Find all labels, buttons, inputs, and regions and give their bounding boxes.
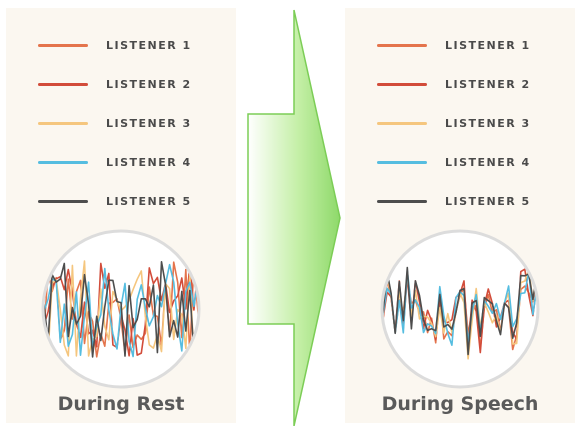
- legend-item-listener-2: LISTENER 2: [377, 65, 531, 104]
- legend-label: LISTENER 2: [106, 78, 192, 91]
- speech-caption: During Speech: [381, 393, 539, 415]
- listener-trace: [43, 261, 199, 358]
- legend-label: LISTENER 5: [445, 195, 531, 208]
- legend-swatch: [38, 200, 88, 203]
- legend-item-listener-4: LISTENER 4: [38, 143, 192, 182]
- speech-legend: LISTENER 1 LISTENER 2 LISTENER 3 LISTENE…: [377, 26, 531, 221]
- legend-swatch: [38, 122, 88, 125]
- rest-signal-circle: [41, 229, 201, 389]
- legend-label: LISTENER 3: [106, 117, 192, 130]
- legend-label: LISTENER 1: [106, 39, 192, 52]
- legend-label: LISTENER 5: [106, 195, 192, 208]
- legend-swatch: [38, 161, 88, 164]
- rest-caption: During Rest: [57, 393, 185, 415]
- legend-item-listener-2: LISTENER 2: [38, 65, 192, 104]
- legend-label: LISTENER 2: [445, 78, 531, 91]
- listener-trace: [382, 266, 538, 356]
- legend-swatch: [377, 200, 427, 203]
- legend-label: LISTENER 1: [445, 39, 531, 52]
- legend-swatch: [377, 44, 427, 47]
- legend-swatch: [377, 83, 427, 86]
- legend-swatch: [38, 44, 88, 47]
- legend-item-listener-4: LISTENER 4: [377, 143, 531, 182]
- speech-panel: LISTENER 1 LISTENER 2 LISTENER 3 LISTENE…: [345, 8, 575, 423]
- speech-signal-circle: [380, 229, 540, 389]
- rest-legend: LISTENER 1 LISTENER 2 LISTENER 3 LISTENE…: [38, 26, 192, 221]
- legend-swatch: [377, 122, 427, 125]
- legend-swatch: [377, 161, 427, 164]
- legend-label: LISTENER 4: [445, 156, 531, 169]
- legend-swatch: [38, 83, 88, 86]
- circle-border: [41, 229, 201, 389]
- legend-item-listener-1: LISTENER 1: [377, 26, 531, 65]
- legend-item-listener-3: LISTENER 3: [377, 104, 531, 143]
- legend-label: LISTENER 3: [445, 117, 531, 130]
- rest-panel: LISTENER 1 LISTENER 2 LISTENER 3 LISTENE…: [6, 8, 236, 423]
- legend-item-listener-5: LISTENER 5: [377, 182, 531, 221]
- legend-item-listener-3: LISTENER 3: [38, 104, 192, 143]
- transition-arrow-icon: [247, 9, 341, 426]
- circle-background: [382, 231, 538, 387]
- legend-label: LISTENER 4: [106, 156, 192, 169]
- legend-item-listener-1: LISTENER 1: [38, 26, 192, 65]
- circle-border: [380, 229, 540, 389]
- legend-item-listener-5: LISTENER 5: [38, 182, 192, 221]
